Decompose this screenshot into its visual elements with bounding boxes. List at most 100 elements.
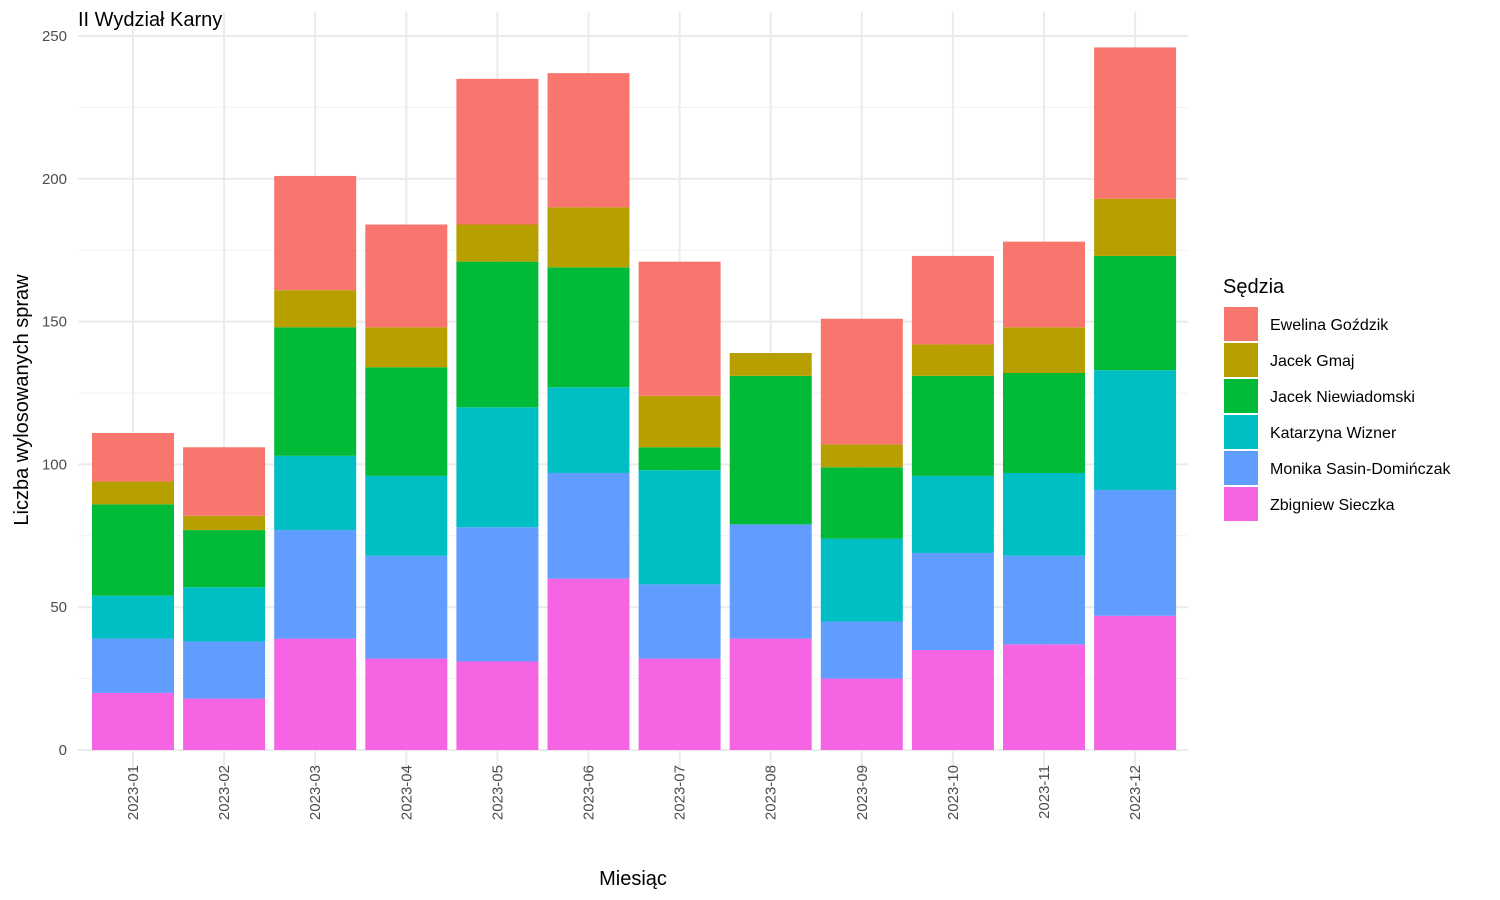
bar-segment — [547, 73, 630, 208]
bar-segment — [1003, 472, 1085, 556]
bar-segment — [547, 387, 630, 473]
bar-segment — [183, 587, 266, 642]
y-tick-label: 0 — [59, 742, 67, 759]
bar-segment — [911, 650, 994, 750]
x-axis: 2023-01 2023-02 2023-03 2023-04 2023-05 2023-… — [125, 765, 1144, 820]
bar-segment — [820, 318, 903, 445]
bar-segment — [820, 444, 903, 468]
legend-swatch — [1224, 379, 1258, 413]
bar-segment — [1003, 555, 1085, 645]
bar-segment — [365, 367, 448, 476]
bar-segment — [92, 595, 174, 639]
legend: Sędzia Ewelina Goździk Jacek Gmaj Jacek Ni… — [1223, 276, 1452, 521]
bar-segment — [820, 538, 903, 622]
bar-segment — [183, 641, 266, 699]
bar-segment — [92, 504, 174, 596]
y-tick-label: 100 — [42, 456, 67, 473]
x-tick-label: 2023-11 — [1036, 765, 1053, 819]
bar-segment — [456, 224, 539, 262]
bar-segment — [1094, 615, 1177, 750]
bar-segment — [911, 344, 994, 376]
legend-label: Monika Sasin-Domińczak — [1270, 461, 1452, 478]
legend-label: Zbigniew Sieczka — [1270, 497, 1395, 514]
bar-segment — [92, 692, 174, 750]
bar-segment — [729, 638, 812, 750]
bar-segment — [1094, 198, 1177, 256]
y-tick-label: 200 — [42, 171, 67, 188]
bar-segment — [820, 621, 903, 679]
x-tick-label: 2023-01 — [125, 765, 142, 820]
bar-segment — [92, 432, 174, 482]
bar-segment — [274, 638, 357, 750]
legend-label: Katarzyna Wizner — [1270, 425, 1397, 442]
bar-segment — [92, 638, 174, 693]
bar-segment — [547, 267, 630, 388]
bar-segment — [365, 327, 448, 368]
bar-segment — [638, 447, 721, 471]
bar-segment — [911, 375, 994, 476]
bar-segment — [274, 327, 357, 456]
bar-segment — [638, 584, 721, 659]
bar-segment — [1094, 47, 1177, 199]
bar-segment — [911, 552, 994, 651]
bar-segment — [365, 475, 448, 556]
bar-segment — [365, 658, 448, 750]
bar-segment — [638, 261, 721, 396]
legend-swatch — [1224, 307, 1258, 341]
bar-segment — [365, 224, 448, 328]
chart-title: II Wydział Karny — [78, 9, 222, 31]
bar-segment — [547, 207, 630, 268]
bar-segment — [638, 658, 721, 750]
bar-segment — [274, 455, 357, 531]
bar-segment — [638, 395, 721, 448]
y-axis: 0 50 100 150 200 250 — [42, 28, 67, 759]
x-tick-label: 2023-02 — [216, 765, 233, 820]
bar-segment — [1003, 241, 1085, 328]
bar-segment — [729, 375, 812, 525]
bar-segment — [820, 678, 903, 750]
y-tick-label: 50 — [50, 599, 67, 616]
bar-segment — [1003, 373, 1085, 473]
legend-swatch — [1224, 343, 1258, 377]
legend-title: Sędzia — [1223, 276, 1285, 298]
bar-segment — [183, 530, 266, 588]
bar-segment — [547, 472, 630, 579]
x-tick-label: 2023-09 — [854, 765, 871, 820]
legend-swatch — [1224, 451, 1258, 485]
bar-segment — [456, 661, 539, 750]
bar-segment — [1094, 490, 1177, 616]
bar-segment — [547, 578, 630, 750]
x-tick-label: 2023-05 — [489, 765, 506, 820]
y-axis-title: Liczba wylosowanych spraw — [11, 274, 33, 526]
bar-segment — [1003, 644, 1085, 750]
bar-segment — [274, 530, 357, 639]
bar-segment — [456, 261, 539, 408]
x-tick-label: 2023-07 — [672, 765, 689, 820]
bar-segment — [1094, 370, 1177, 491]
bar-segment — [638, 470, 721, 585]
legend-swatch — [1224, 487, 1258, 521]
legend-label: Jacek Gmaj — [1270, 353, 1354, 370]
bar-segment — [911, 255, 994, 345]
x-tick-label: 2023-06 — [581, 765, 598, 820]
bar-segment — [274, 290, 357, 328]
y-tick-label: 150 — [42, 314, 67, 331]
bar-segment — [274, 175, 357, 291]
bar-segment — [92, 481, 174, 505]
bar-segment — [183, 698, 266, 750]
bar-segment — [456, 407, 539, 528]
bar-segment — [729, 524, 812, 639]
bar-segment — [820, 467, 903, 539]
x-tick-label: 2023-04 — [398, 765, 415, 820]
bar-segment — [456, 527, 539, 662]
x-axis-title: Miesiąc — [599, 868, 667, 890]
y-tick-label: 250 — [42, 28, 67, 45]
bar-segment — [911, 475, 994, 553]
bar-segment — [183, 447, 266, 516]
legend-swatch — [1224, 415, 1258, 449]
x-tick-label: 2023-08 — [763, 765, 780, 820]
bar-segment — [729, 353, 812, 376]
legend-label: Jacek Niewiadomski — [1270, 389, 1415, 406]
